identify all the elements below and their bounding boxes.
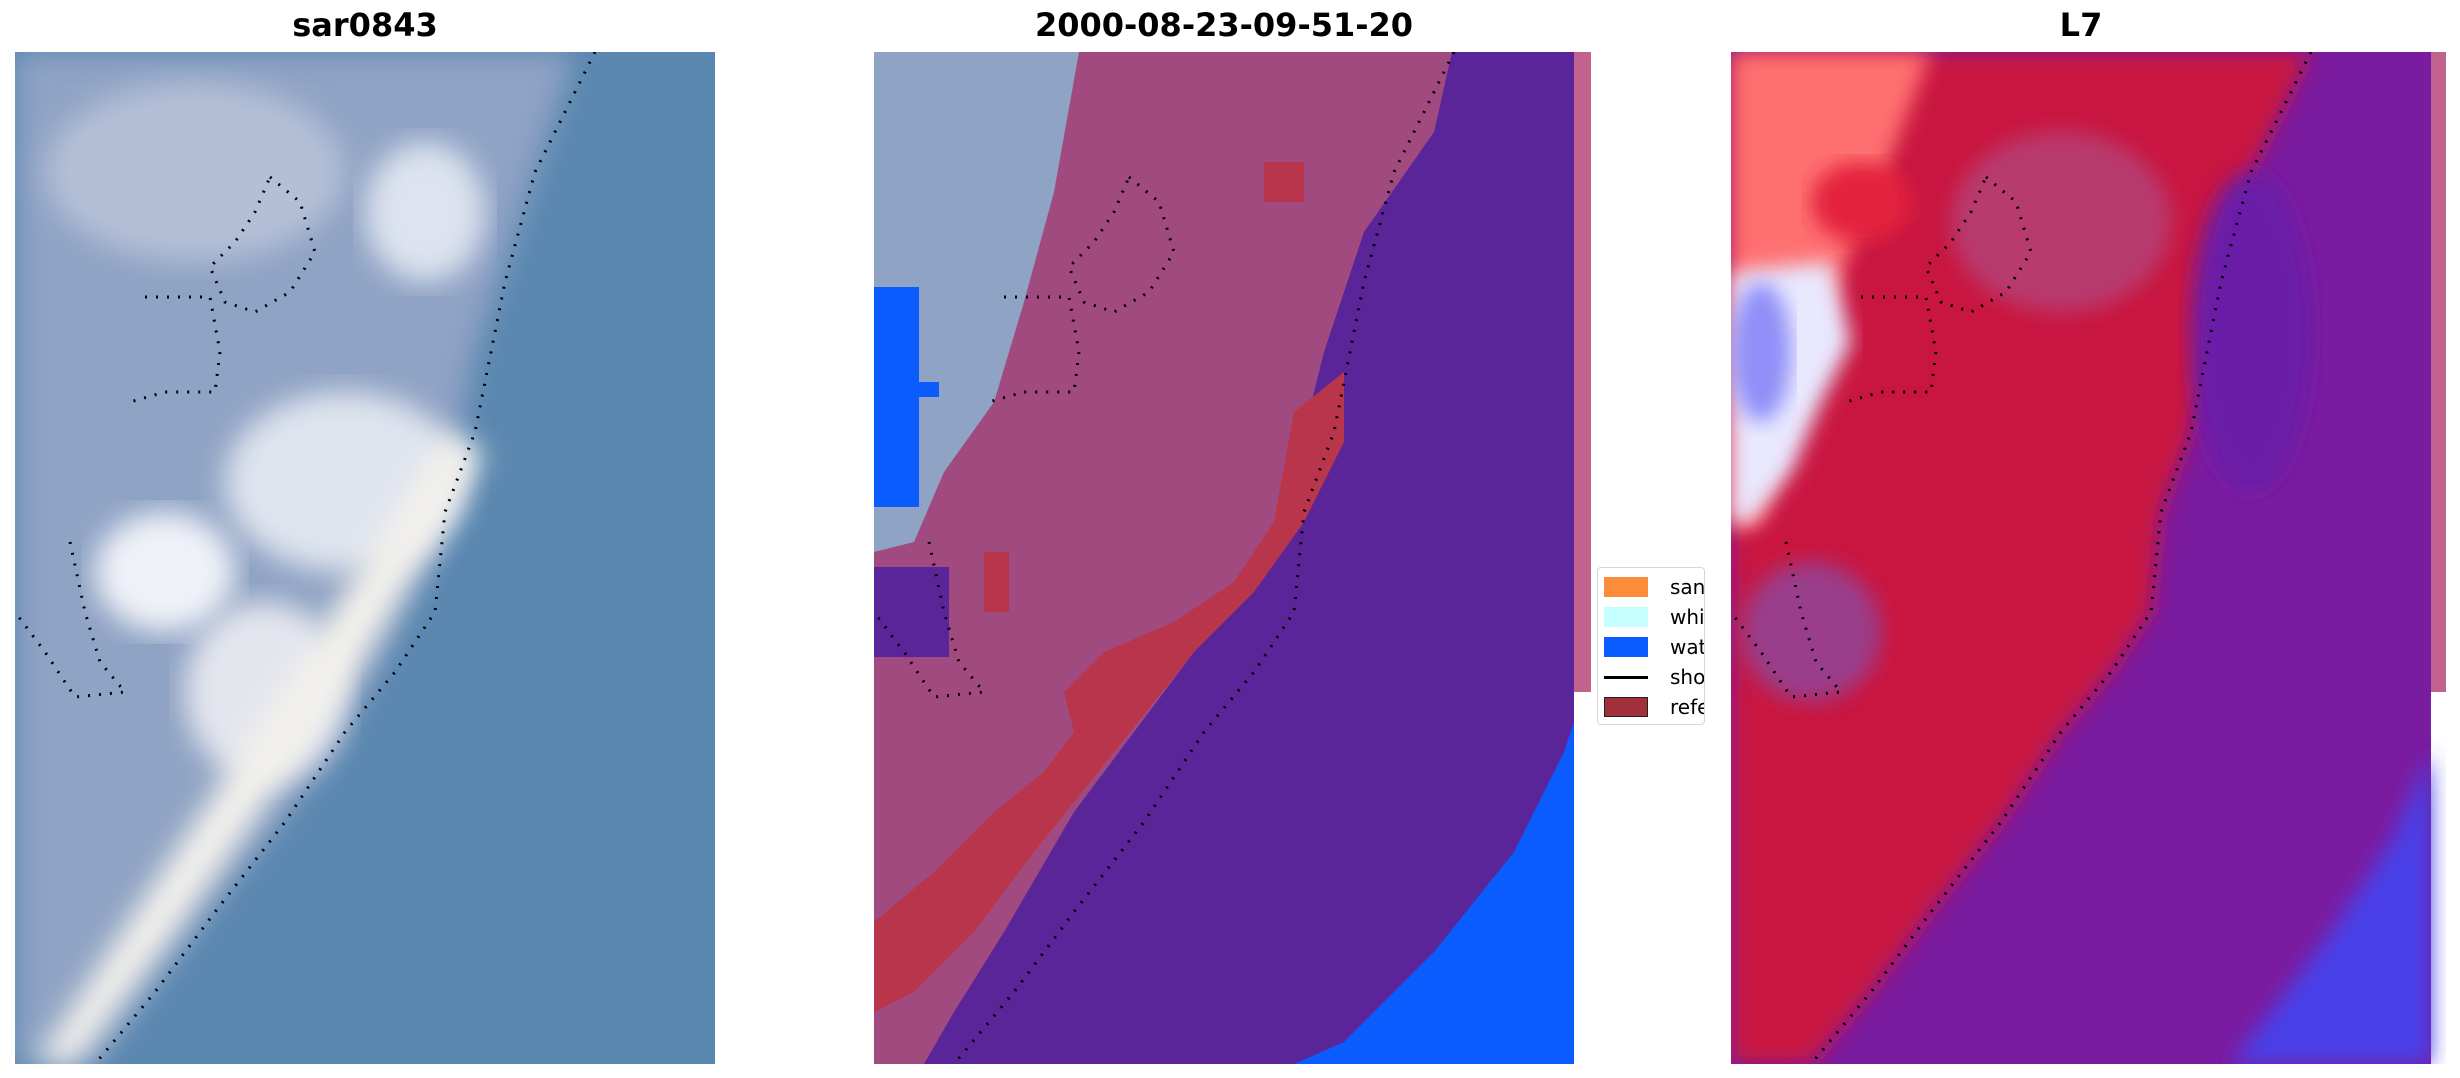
legend-label-reference: reference <box>1670 695 1704 719</box>
legend-swatch-water <box>1604 637 1648 657</box>
panel-title-ndwi: L7 <box>2059 6 2103 44</box>
index-image-panel <box>1731 52 2446 1064</box>
legend-swatch-shoreline <box>1604 676 1648 679</box>
legend-swatch-whitewater <box>1604 607 1648 627</box>
legend-label-sand: sand <box>1670 575 1705 599</box>
legend-item-water: water <box>1604 634 1704 659</box>
legend-label-whitewater: whitewater <box>1670 605 1705 629</box>
legend-swatch-reference <box>1604 697 1648 717</box>
panel-title-rgb: sar0843 <box>292 6 438 44</box>
legend-item-shoreline: shoreline <box>1604 664 1705 689</box>
classification-image <box>874 52 1591 1064</box>
panel-title-classification: 2000-08-23-09-51-20 <box>1034 6 1414 44</box>
legend: sand whitewater water shoreline referenc… <box>1597 567 1705 725</box>
legend-swatch-sand <box>1604 577 1648 597</box>
rgb-image-panel <box>15 52 715 1064</box>
legend-label-water: water <box>1670 635 1704 659</box>
legend-label-shoreline: shoreline <box>1670 665 1705 689</box>
legend-item-whitewater: whitewater <box>1604 604 1705 629</box>
rgb-image <box>15 52 715 1064</box>
legend-item-reference: reference <box>1604 694 1704 719</box>
index-image <box>1731 52 2446 1064</box>
classification-panel <box>874 52 1591 1064</box>
legend-item-sand: sand <box>1604 574 1705 599</box>
